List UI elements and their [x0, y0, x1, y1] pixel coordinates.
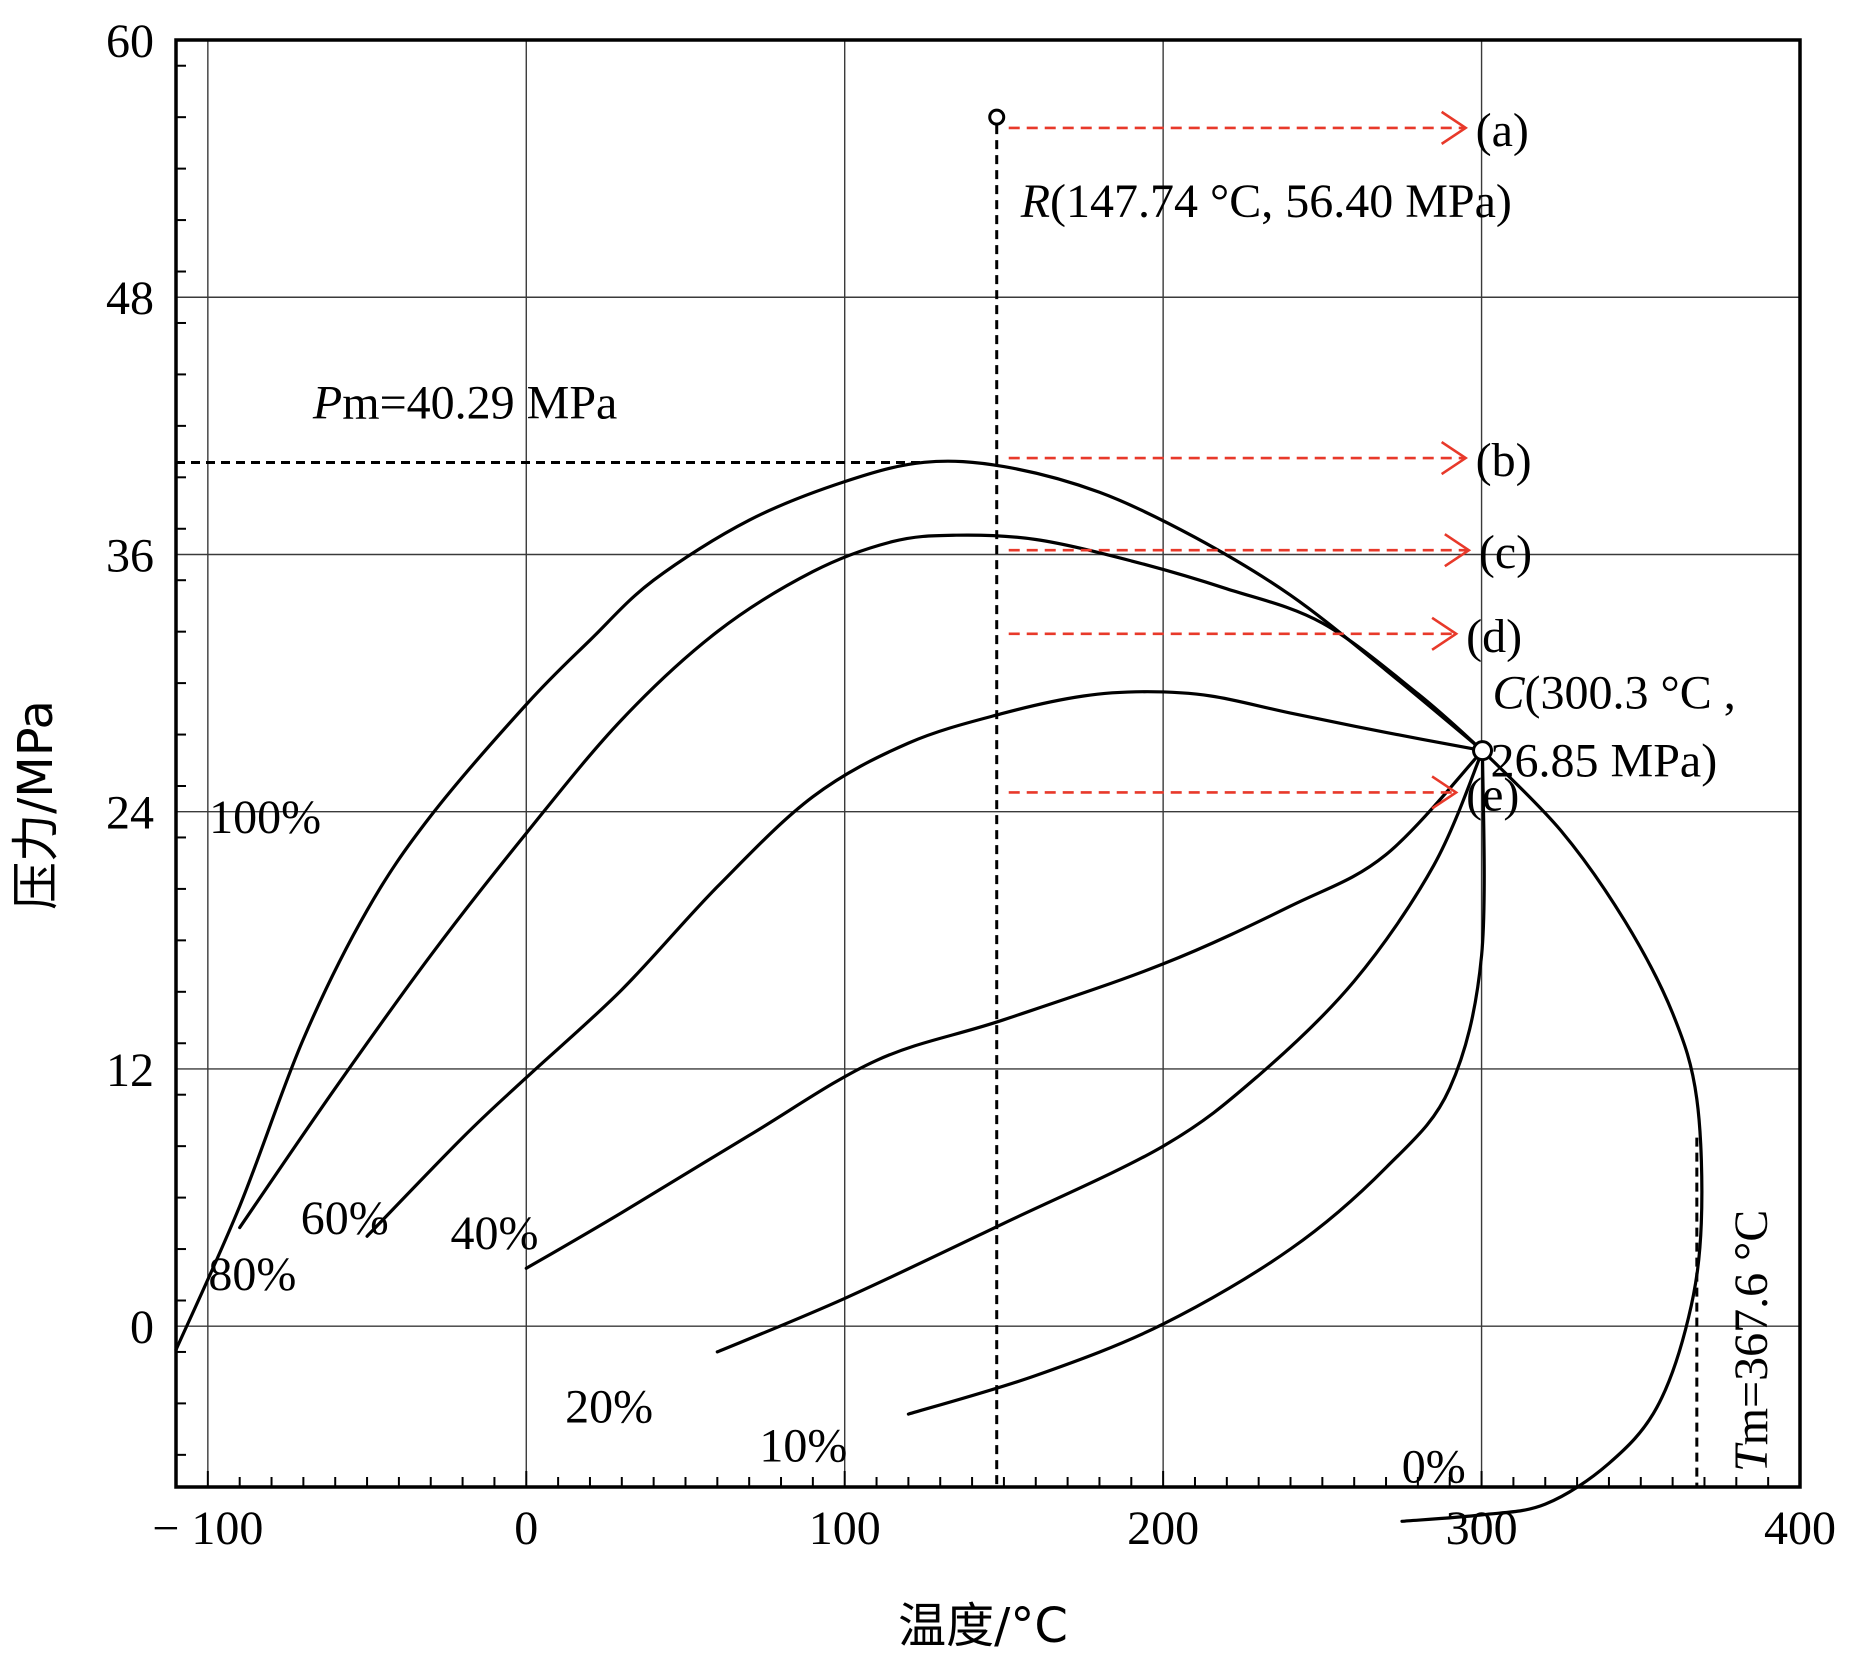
pm-label-italic: P [312, 377, 342, 430]
arrow-head [1440, 440, 1468, 476]
critical-point-label-line2: 26.85 MPa) [1491, 735, 1718, 788]
series-line-10pct [906, 749, 1486, 1416]
y-tick-label: 0 [130, 1301, 154, 1354]
tm-label-rest: m=367.6 °C [1725, 1210, 1778, 1446]
series-line-40pct [524, 749, 1485, 1270]
x-tick-label: 100 [809, 1502, 881, 1555]
x-tick-label: − 100 [152, 1502, 263, 1555]
y-axis-label: 压力/MPa [8, 700, 64, 910]
series-line-80pct [238, 533, 1485, 1230]
tick-labels: − 100 0 100 200 300 400 0 12 24 36 48 60 [106, 15, 1836, 1555]
labels: (a)(b)(c)(d)(e)R(147.74 °C, 56.40 MPa)C(… [208, 104, 1777, 1494]
series-line-100pct [174, 459, 1485, 1352]
curve-label: 60% [301, 1192, 389, 1245]
x-axis-label: 温度/°C [898, 1598, 1068, 1654]
series-line-0pct [1400, 749, 1704, 1523]
arrow-label: (b) [1476, 434, 1532, 487]
x-tick-label: 200 [1127, 1502, 1199, 1555]
arrow-head [1431, 775, 1459, 810]
tm-label-italic: T [1725, 1442, 1778, 1472]
r-point-label-rest: (147.74 °C, 56.40 MPa) [1050, 175, 1512, 228]
curve-label: 10% [759, 1419, 847, 1472]
reference-lines [176, 125, 1699, 1487]
y-tick-label: 24 [106, 787, 154, 840]
arrows [1008, 110, 1472, 810]
critical-point-marker [1472, 740, 1494, 762]
pm-label: Pm=40.29 MPa [312, 377, 617, 430]
curve-label: 0% [1402, 1441, 1466, 1494]
pm-label-rest: m=40.29 MPa [342, 377, 617, 430]
y-tick-label: 48 [106, 272, 154, 325]
series-line-20pct [715, 749, 1485, 1354]
critical-point-label-italic: C [1493, 667, 1526, 720]
curve-label: 40% [450, 1207, 538, 1260]
series-line-60pct [365, 690, 1485, 1238]
x-tick-label: 400 [1764, 1502, 1836, 1555]
plot-frame [174, 38, 1802, 1489]
y-tick-label: 36 [106, 529, 154, 582]
x-tick-label: 300 [1446, 1502, 1518, 1555]
curve-label: 100% [209, 791, 321, 844]
critical-point-label-rest: (300.3 °C , [1525, 667, 1736, 720]
y-tick-label: 12 [106, 1044, 154, 1097]
arrow-label: (a) [1476, 104, 1529, 157]
arrow-label: (c) [1479, 526, 1532, 579]
y-tick-label: 60 [106, 15, 154, 68]
r-point-marker [988, 108, 1006, 126]
markers [988, 108, 1494, 762]
critical-point-label: C(300.3 °C , [1493, 667, 1736, 720]
curves [174, 459, 1704, 1523]
arrow-head [1440, 110, 1468, 145]
r-point-label: R(147.74 °C, 56.40 MPa) [1020, 175, 1512, 228]
curve-label: 20% [565, 1381, 653, 1434]
r-point-label-italic: R [1020, 175, 1050, 228]
arrow-label: (d) [1466, 610, 1522, 663]
x-tick-label: 0 [514, 1502, 538, 1555]
arrow-head [1444, 533, 1472, 568]
tm-label: Tm=367.6 °C [1725, 1210, 1778, 1472]
arrow-label: (e) [1466, 768, 1519, 821]
curve-label: 80% [208, 1248, 296, 1301]
arrow-head [1431, 616, 1459, 651]
